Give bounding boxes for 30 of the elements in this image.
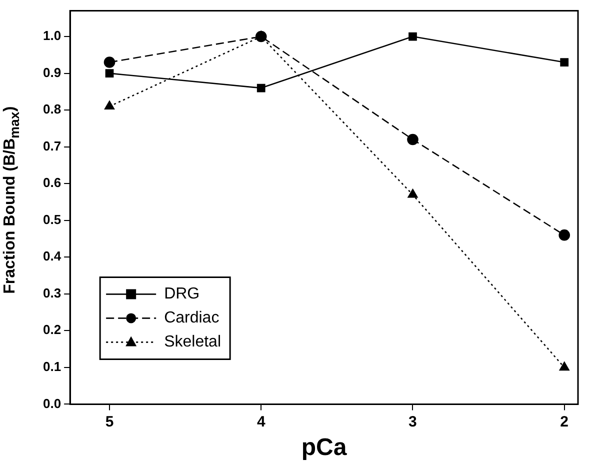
point: [559, 362, 570, 371]
point: [408, 188, 418, 198]
y-tick-label: 0.9: [42, 64, 62, 80]
y-tick-label: 0.7: [42, 138, 62, 154]
legend-label: Cardiac: [164, 310, 220, 327]
point: [255, 30, 267, 42]
y-tick-label: 0.8: [42, 102, 62, 117]
y-tick-label: 0.6: [42, 175, 62, 190]
y-tick-label: 0.4: [42, 248, 62, 264]
y-tick-label: 0.0: [42, 396, 62, 411]
y-tick-label: 0.5: [42, 212, 62, 227]
point: [105, 69, 114, 78]
legend-label: Skeletal: [164, 334, 221, 351]
y-tick-label: 0.1: [42, 359, 62, 374]
x-tick-label: 5: [105, 413, 114, 430]
point: [558, 229, 570, 241]
y-tick-label: 1.0: [42, 28, 62, 44]
point: [407, 134, 418, 146]
point: [256, 84, 266, 92]
x-axis-title: pCa: [301, 434, 348, 462]
point: [104, 56, 116, 68]
point: [408, 32, 417, 41]
y-tick-label: 0.3: [42, 285, 62, 300]
point: [560, 58, 569, 66]
x-tick-label: 4: [256, 413, 266, 430]
legend-label: DRG: [164, 286, 200, 303]
x-tick-label: 2: [560, 413, 569, 430]
y-tick-label: 0.2: [42, 322, 62, 338]
point: [104, 100, 114, 110]
x-tick-label: 3: [408, 413, 417, 430]
